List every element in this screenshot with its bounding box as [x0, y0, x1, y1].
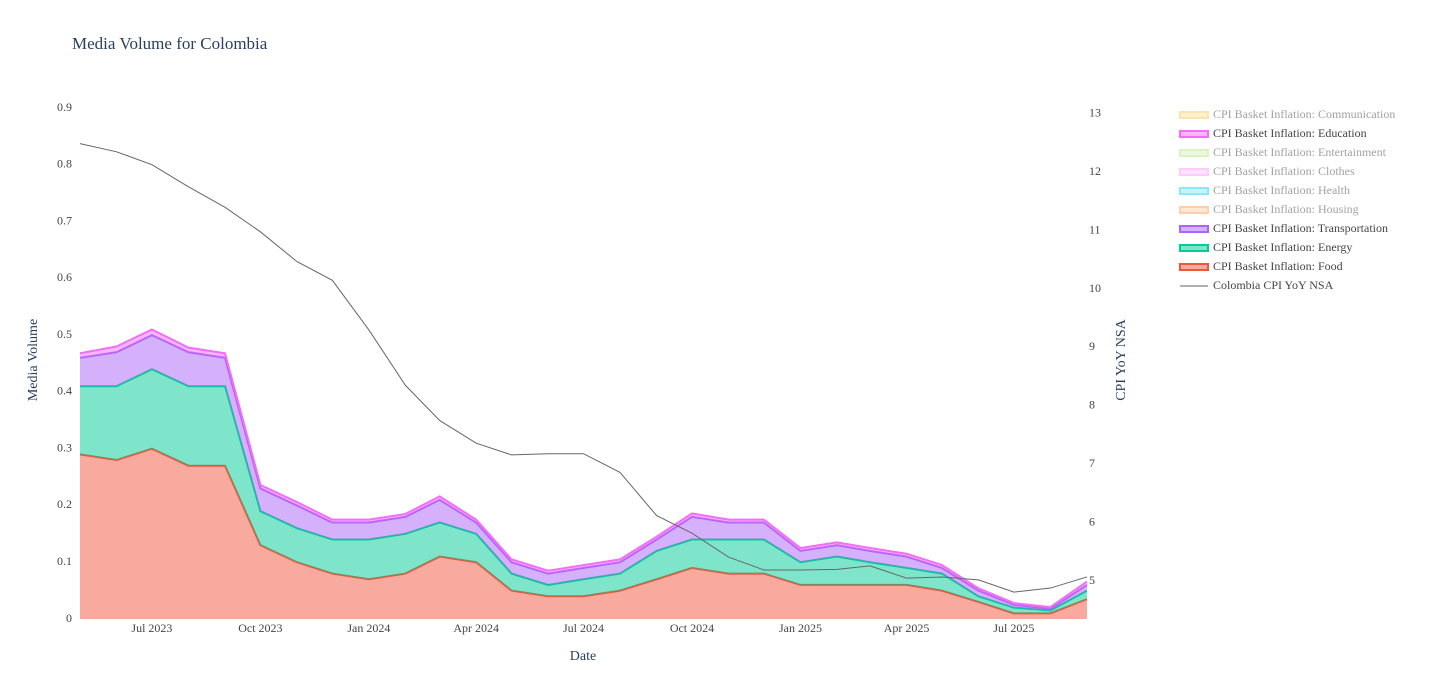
- y-tick-label: 0.8: [57, 157, 72, 171]
- legend-swatch: [1179, 206, 1209, 214]
- y-tick-label: 0.3: [57, 440, 72, 454]
- x-axis-title: Date: [570, 649, 596, 664]
- legend-swatch: [1179, 130, 1209, 138]
- x-tick-label: Jan 2024: [347, 621, 390, 635]
- y2-tick-label: 9: [1089, 339, 1095, 353]
- y2-tick-label: 8: [1089, 398, 1095, 412]
- axes: 0 0.1 0.2 0.3 0.4 0.5 0.6 0.7 0.8 0.9 5 6 7 8 9 10 11 12 1…: [57, 100, 1101, 635]
- x-tick-label: Apr 2024: [453, 621, 499, 635]
- chart-title: Media Volume for Colombia: [72, 34, 268, 53]
- legend-swatch: [1179, 111, 1209, 119]
- y2-tick-label: 11: [1089, 222, 1101, 236]
- legend-label: CPI Basket Inflation: Transportation: [1213, 221, 1388, 235]
- legend-item[interactable]: CPI Basket Inflation: Education: [1179, 126, 1367, 140]
- legend-swatch: [1179, 149, 1209, 157]
- legend-item[interactable]: CPI Basket Inflation: Clothes: [1179, 164, 1355, 178]
- y2-tick-label: 5: [1089, 573, 1095, 587]
- legend-swatch: [1179, 244, 1209, 252]
- x-tick-label: Jul 2024: [563, 621, 604, 635]
- y-axis-title: Media Volume: [26, 319, 41, 401]
- y-tick-label: 0.5: [57, 327, 72, 341]
- legend-label: CPI Basket Inflation: Energy: [1213, 240, 1352, 254]
- x-tick-label: Oct 2023: [238, 621, 282, 635]
- legend-label: CPI Basket Inflation: Education: [1213, 126, 1367, 140]
- area-fill: [80, 335, 1087, 611]
- legend-swatch: [1179, 187, 1209, 195]
- x-tick-label: Apr 2025: [884, 621, 930, 635]
- areas: [79, 143, 1088, 619]
- y2-tick-label: 13: [1089, 106, 1101, 120]
- y-tick-label: 0.7: [57, 213, 72, 227]
- y2-tick-label: 7: [1089, 456, 1095, 470]
- cpi-line: [79, 143, 1088, 593]
- y2-tick-label: 6: [1089, 514, 1095, 528]
- legend-item[interactable]: CPI Basket Inflation: Transportation: [1179, 221, 1388, 235]
- y-tick-label: 0.4: [57, 384, 72, 398]
- legend-item[interactable]: CPI Basket Inflation: Energy: [1179, 240, 1352, 254]
- y-tick-label: 0.6: [57, 270, 72, 284]
- legend: CPI Basket Inflation: Communication CPI B…: [1179, 107, 1395, 292]
- y-tick-label: 0.1: [57, 554, 72, 568]
- legend-item[interactable]: CPI Basket Inflation: Housing: [1179, 202, 1359, 216]
- legend-item[interactable]: CPI Basket Inflation: Food: [1179, 259, 1343, 273]
- legend-item[interactable]: CPI Basket Inflation: Communication: [1179, 107, 1395, 121]
- x-tick-label: Jul 2025: [993, 621, 1034, 635]
- legend-label: CPI Basket Inflation: Food: [1213, 259, 1343, 273]
- legend-item[interactable]: CPI Basket Inflation: Health: [1179, 183, 1350, 197]
- legend-label: CPI Basket Inflation: Communication: [1213, 107, 1395, 121]
- area-line: [80, 368, 1088, 612]
- legend-item[interactable]: Colombia CPI YoY NSA: [1180, 278, 1334, 292]
- legend-item[interactable]: CPI Basket Inflation: Entertainment: [1179, 145, 1387, 159]
- area-line: [79, 328, 1088, 609]
- y2-axis-title: CPI YoY NSA: [1114, 318, 1129, 400]
- legend-swatch: [1179, 263, 1209, 271]
- x-tick-label: Jan 2025: [779, 621, 822, 635]
- y-tick-label: 0.9: [57, 100, 72, 114]
- legend-label: CPI Basket Inflation: Clothes: [1213, 164, 1355, 178]
- x-tick-label: Jul 2023: [131, 621, 172, 635]
- legend-swatch: [1179, 225, 1209, 233]
- legend-label: CPI Basket Inflation: Housing: [1213, 202, 1359, 216]
- y-tick-label: 0: [66, 611, 72, 625]
- legend-label: CPI Basket Inflation: Entertainment: [1213, 145, 1387, 159]
- area-fill: [80, 369, 1087, 614]
- y2-tick-label: 10: [1089, 281, 1101, 295]
- legend-swatch: [1179, 168, 1209, 176]
- legend-label: Colombia CPI YoY NSA: [1213, 278, 1334, 292]
- x-tick-label: Oct 2024: [670, 621, 714, 635]
- y2-tick-label: 12: [1089, 164, 1101, 178]
- area-fill: [80, 448, 1087, 619]
- y-tick-label: 0.2: [57, 497, 72, 511]
- legend-label: CPI Basket Inflation: Health: [1213, 183, 1350, 197]
